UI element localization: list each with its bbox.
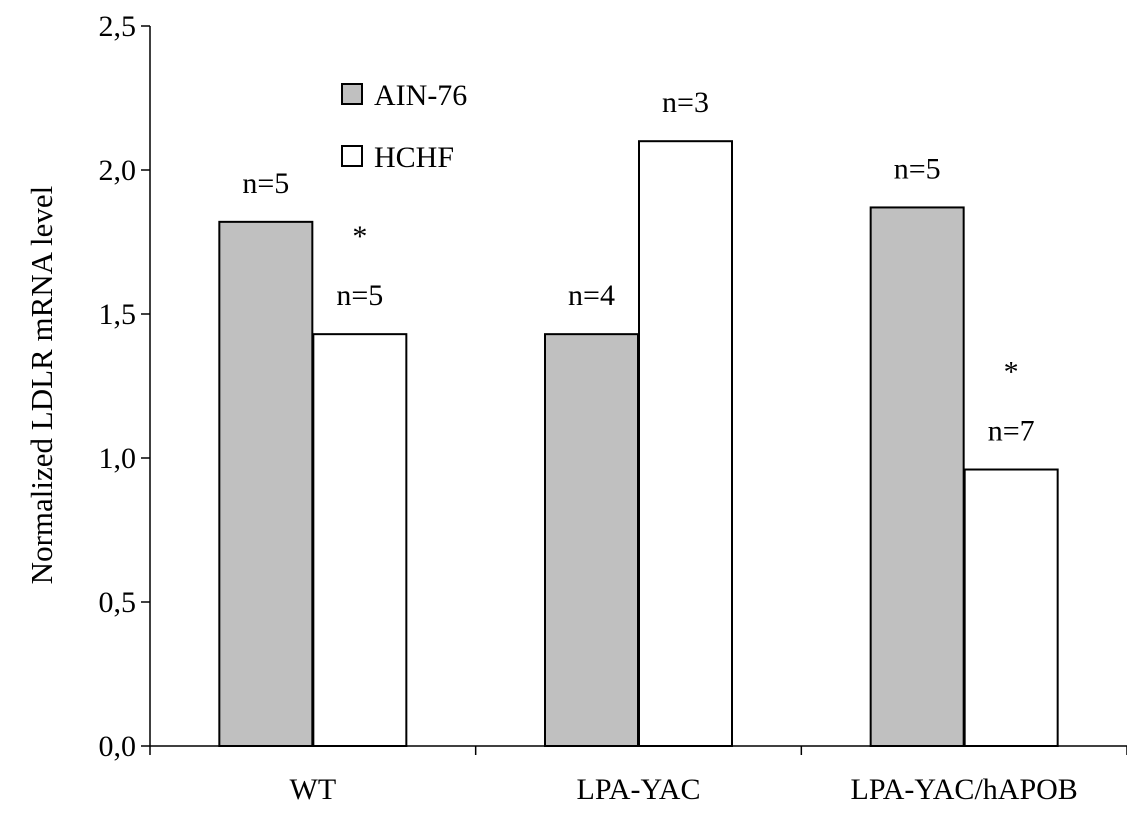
legend-label-hchf: HCHF xyxy=(374,141,454,174)
x-tick-label: WT xyxy=(290,773,337,806)
significance-star: * xyxy=(352,220,367,253)
y-tick-label: 0,5 xyxy=(99,586,137,619)
y-tick-label: 0,0 xyxy=(99,730,137,763)
legend-swatch-hchf xyxy=(341,145,363,167)
y-tick-label: 2,0 xyxy=(99,154,137,187)
significance-star: * xyxy=(1004,356,1019,389)
legend-swatch-ain-76 xyxy=(341,83,363,105)
bar-ain-76-1 xyxy=(544,333,639,747)
bar-hchf-1 xyxy=(638,140,733,747)
bar-ain-76-2 xyxy=(869,206,965,747)
legend-label-ain-76: AIN-76 xyxy=(374,79,467,112)
n-label: n=3 xyxy=(662,86,709,119)
annotations: n=5 n=4 n=5 n=5 * n=3 n=7 * xyxy=(242,86,1034,447)
bars xyxy=(218,140,1059,747)
x-tick-label: LPA-YAC/hAPOB xyxy=(851,773,1078,806)
n-label: n=5 xyxy=(894,152,941,185)
y-tick-label: 1,5 xyxy=(99,298,137,331)
bar-hchf-2 xyxy=(963,468,1059,747)
axes: 0,0 0,5 1,0 1,5 2,0 2,5 WT LPA-YAC LPA-YAC/hAPOB xyxy=(99,10,1127,806)
legend: AIN-76 HCHF xyxy=(341,79,467,174)
n-label: n=5 xyxy=(242,167,289,200)
x-tick-label: LPA-YAC xyxy=(577,773,701,806)
n-label: n=4 xyxy=(568,279,615,312)
y-tick-label: 2,5 xyxy=(99,10,137,43)
n-label: n=5 xyxy=(336,279,383,312)
y-tick-label: 1,0 xyxy=(99,442,137,475)
bar-hchf-0 xyxy=(312,333,408,747)
n-label: n=7 xyxy=(988,415,1035,448)
bar-ain-76-0 xyxy=(218,220,314,747)
y-axis-label: Normalized LDLR mRNA level xyxy=(24,186,59,585)
